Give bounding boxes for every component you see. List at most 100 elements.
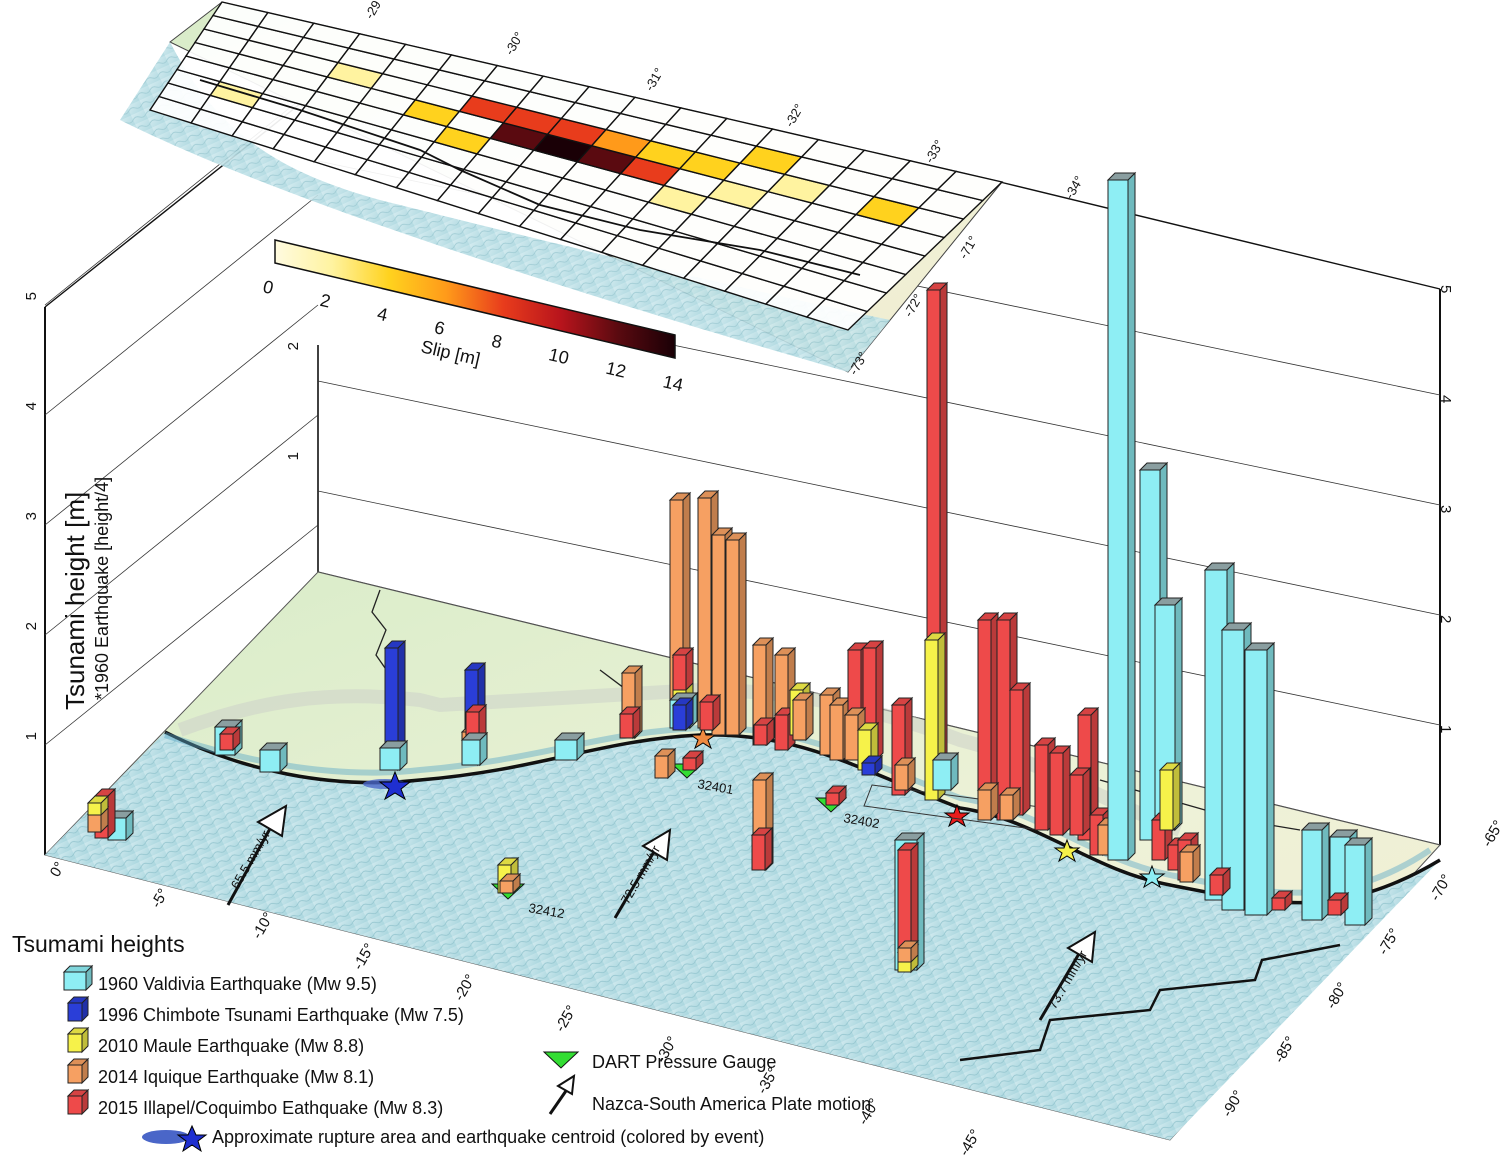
inner-z-tick: 2 <box>285 342 302 350</box>
legend-label: 1960 Valdivia Earthquake (Mw 9.5) <box>98 974 377 994</box>
star-icon <box>1053 838 1081 863</box>
tsunami-bar <box>698 693 722 732</box>
slip-lon-tick: -71° <box>956 233 981 261</box>
slip-lat-tick: -34° <box>1062 173 1087 201</box>
lon-tick: -75° <box>1375 926 1404 958</box>
lon-tick: -70° <box>1427 872 1456 904</box>
tsunami-bar <box>893 756 917 792</box>
slip-grid <box>148 1 1004 331</box>
tsunami-bar <box>1243 641 1276 917</box>
right-z-tick: 3 <box>1437 505 1454 513</box>
inner-z-tick: 1 <box>285 452 302 460</box>
tsunami-bar <box>1008 681 1032 817</box>
lat-tick: -20° <box>451 972 480 1004</box>
colorbar-tick: 2 <box>318 290 332 312</box>
tsunami-bar <box>724 531 748 737</box>
star-icon <box>378 770 412 801</box>
legend-label: 1996 Chimbote Tsunami Earthquake (Mw 7.5… <box>98 1005 464 1025</box>
left-z-tick: 2 <box>23 622 40 630</box>
tsunami-bar <box>1270 889 1294 912</box>
legend-item: 1960 Valdivia Earthquake (Mw 9.5) <box>62 964 377 994</box>
tsunami-bar <box>671 646 695 692</box>
legend-item: 1996 Chimbote Tsunami Earthquake (Mw 7.5… <box>66 995 464 1025</box>
lat-tick: -25° <box>552 1003 581 1035</box>
colorbar-tick: 10 <box>547 344 571 368</box>
star-icon <box>176 1124 208 1153</box>
legend-rupture-label: Approximate rupture area and earthquake … <box>212 1127 764 1147</box>
colorbar-tick: 12 <box>604 358 628 382</box>
tsunami-bar <box>976 781 1000 822</box>
slip-lat-tick: -30° <box>502 29 527 57</box>
lon-tick: -65° <box>1479 818 1500 850</box>
legend-label: 2015 Illapel/Coquimbo Eathquake (Mw 8.3) <box>98 1098 443 1118</box>
tsunami-bars <box>86 171 1374 974</box>
dart-station-label: 32401 <box>696 776 734 797</box>
right-z-tick: 2 <box>1437 615 1454 623</box>
tsunami-bar <box>1106 171 1137 862</box>
right-z-tick: 4 <box>1437 395 1454 403</box>
tsunami-bar <box>1158 761 1182 832</box>
tsunami-bar <box>378 739 409 772</box>
lat-tick: -5° <box>148 886 172 911</box>
lat-tick: 0° <box>47 859 69 880</box>
tsunami-bar <box>218 725 242 752</box>
legend-swatch-icon <box>66 1026 90 1054</box>
tsunami-bar <box>860 754 884 777</box>
colorbar-tick: 8 <box>490 331 504 353</box>
legend: Tsumami heights 1960 Valdivia Earthquake… <box>12 931 871 1153</box>
lon-tick: -80° <box>1323 980 1352 1012</box>
slip-lat-tick: -31° <box>642 65 667 93</box>
tsunami-bar <box>752 716 776 747</box>
z-ticks: 1 2 3 4 5 1 2 1 2 3 4 5 <box>23 285 1454 740</box>
arrow-icon <box>548 1074 576 1115</box>
legend-swatch-icon <box>66 995 90 1023</box>
lat-tick: -45° <box>956 1127 985 1157</box>
tsunami-bar <box>553 731 586 762</box>
colorbar-tick: 0 <box>261 276 275 298</box>
slip-lat-tick: -32° <box>782 101 807 129</box>
legend-label: 2014 Iquique Earthquake (Mw 8.1) <box>98 1067 374 1087</box>
tsunami-bar <box>976 611 1000 822</box>
lat-tick: -15° <box>350 941 379 973</box>
tsunami-bar <box>1208 866 1232 897</box>
colorbar-label: Slip [m] <box>419 336 482 369</box>
tsunami-bar <box>671 696 695 732</box>
tsunami-bar <box>1178 843 1202 884</box>
tsunami-bar <box>681 749 705 772</box>
star-icon <box>943 803 971 828</box>
legend-plate-label: Nazca-South America Plate motion <box>592 1094 871 1114</box>
legend-item: 2015 Illapel/Coquimbo Eathquake (Mw 8.3) <box>66 1088 443 1118</box>
left-z-tick: 4 <box>23 402 40 410</box>
tsunami-bar <box>460 731 489 767</box>
legend-swatch-icon <box>66 1057 90 1085</box>
lat-tick: -10° <box>249 910 278 942</box>
legend-label: 2010 Maule Earthquake (Mw 8.8) <box>98 1036 364 1056</box>
z-axis-label: Tsunami height [m] <box>60 492 90 710</box>
tsunami-bar <box>931 751 960 792</box>
legend-item: 2014 Iquique Earthquake (Mw 8.1) <box>66 1057 374 1087</box>
tsunami-bar <box>824 784 848 807</box>
tsunami-bar <box>1068 766 1092 837</box>
slip-map <box>120 1 1004 373</box>
tsunami-bar <box>86 794 110 817</box>
plate-motion-arrows <box>226 804 1097 1021</box>
tsunami-bar <box>618 705 642 740</box>
left-z-tick: 1 <box>23 732 40 740</box>
z-axis-sublabel: *1960 Earthquake [height/4] <box>92 477 112 700</box>
tsunami-bar <box>1343 836 1374 927</box>
dart-station-label: 32412 <box>527 900 565 921</box>
left-z-tick: 3 <box>23 512 40 520</box>
legend-item: 2010 Maule Earthquake (Mw 8.8) <box>66 1026 364 1056</box>
legend-title: Tsumami heights <box>12 931 185 957</box>
lon-tick: -90° <box>1219 1088 1248 1120</box>
tsunami-bar <box>998 786 1022 822</box>
slip-lat-tick: -33° <box>922 137 947 165</box>
colorbar-tick: 4 <box>375 304 389 326</box>
dart-triangle-icon <box>542 1051 580 1069</box>
tsunami-bar <box>498 872 522 895</box>
tsunami-bar <box>653 747 677 780</box>
tsunami-bar <box>791 691 815 742</box>
tsunami-bar <box>750 826 774 872</box>
